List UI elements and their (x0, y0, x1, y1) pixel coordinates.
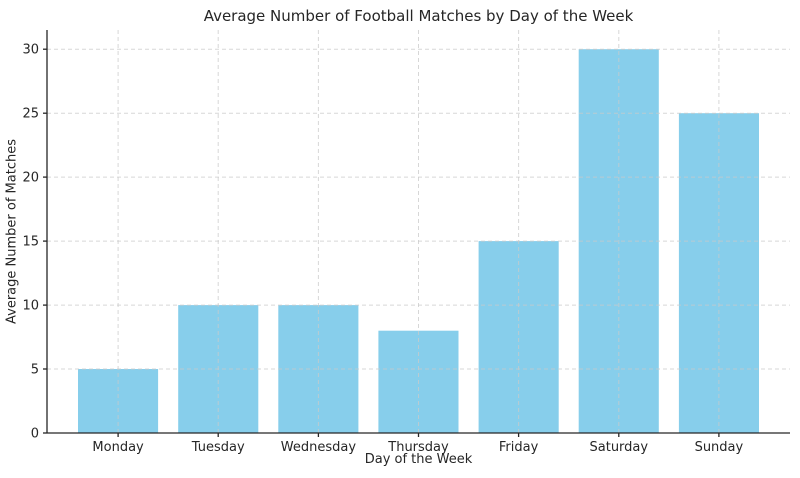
y-tick-label: 15 (22, 235, 39, 250)
y-tick-label: 5 (31, 363, 39, 378)
x-tick-label: Thursday (387, 440, 449, 455)
x-tick-label: Sunday (695, 440, 744, 455)
chart-title: Average Number of Football Matches by Da… (203, 7, 634, 25)
x-tick-label: Saturday (590, 440, 649, 455)
x-tick-label: Friday (499, 440, 539, 455)
y-tick-label: 0 (31, 427, 39, 442)
y-tick-label: 25 (22, 107, 39, 122)
y-tick-label: 10 (22, 299, 39, 314)
x-tick-label: Monday (92, 440, 144, 455)
y-tick-label: 30 (22, 43, 39, 58)
x-tick-label: Tuesday (191, 440, 245, 455)
y-tick-label: 20 (22, 171, 39, 186)
bar-sunday (678, 113, 759, 433)
x-axis-label: Day of the Week (364, 452, 473, 467)
x-tick-label: Wednesday (281, 440, 357, 455)
